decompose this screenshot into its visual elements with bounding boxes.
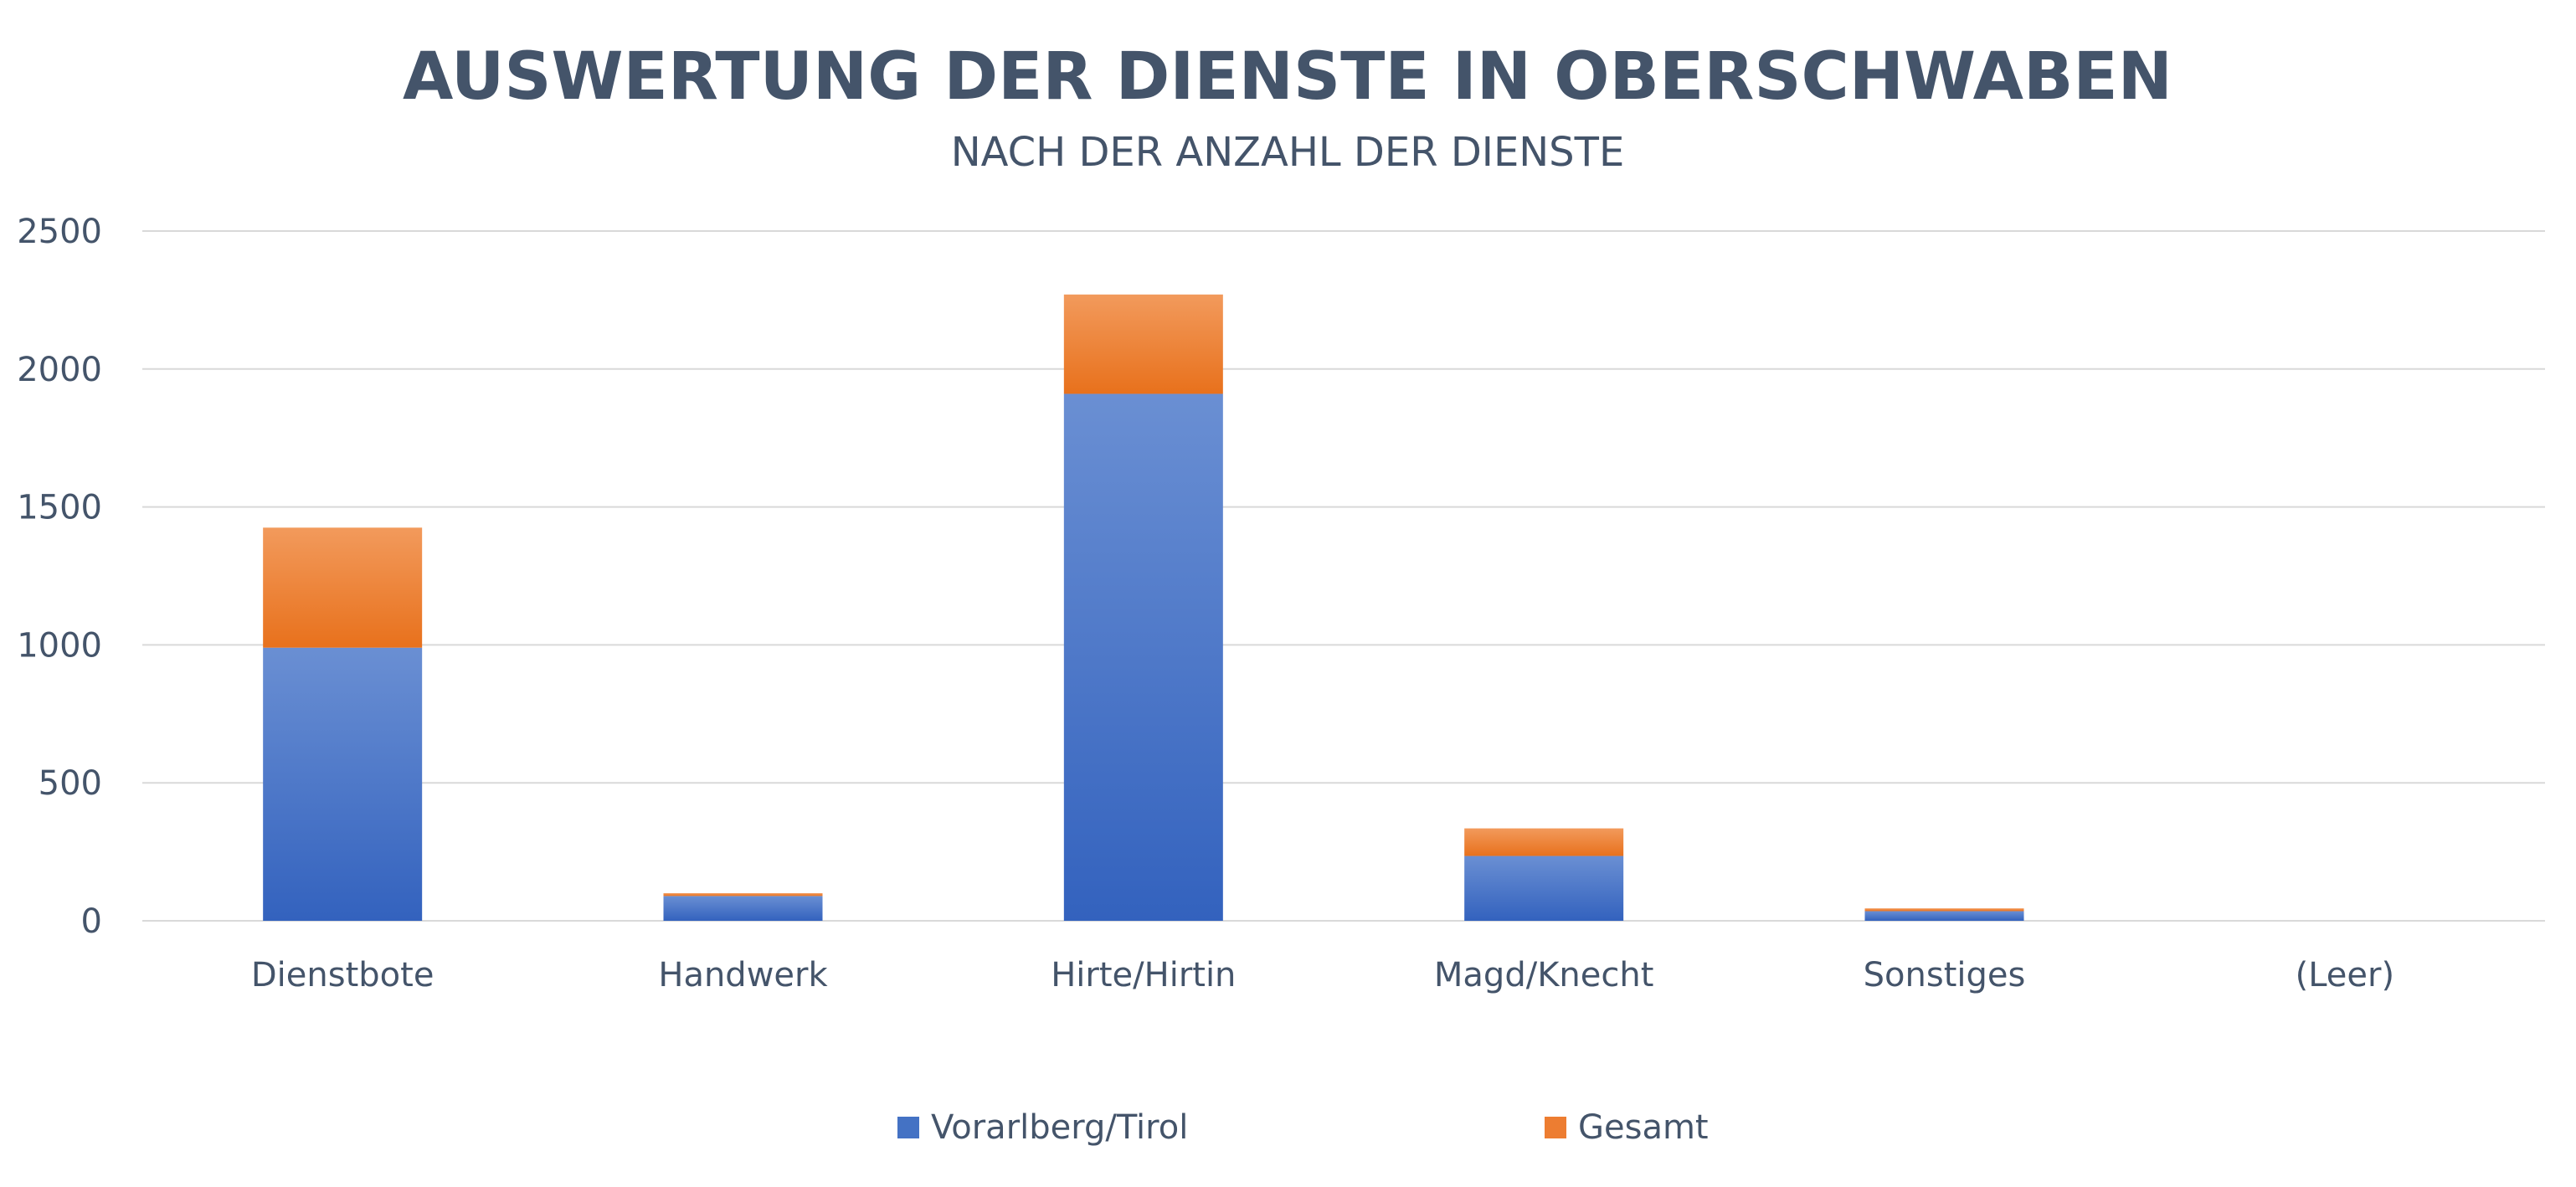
legend-label: Gesamt <box>1578 1108 1709 1147</box>
bar-segment-gesamt <box>263 527 423 648</box>
x-axis-ticks: Dienstbote Handwerk Hirte/Hirtin Magd/Knech… <box>251 956 2394 994</box>
legend-swatch <box>1545 1117 1566 1138</box>
y-tick-label: 500 <box>39 764 102 803</box>
bar-segment-gesamt <box>1864 908 2024 912</box>
bar-segment-gesamt <box>1063 294 1223 394</box>
y-tick-label: 1000 <box>17 626 102 665</box>
y-tick-label: 0 <box>81 902 102 941</box>
chart-subtitle: NACH DER ANZAHL DER DIENSTE <box>951 129 1625 176</box>
bar-segment-vorarlberg-tirol <box>663 896 823 921</box>
y-tick-label: 1500 <box>17 489 102 527</box>
bars <box>263 294 2024 921</box>
x-tick-label: Dienstbote <box>251 956 434 994</box>
x-tick-label: Hirte/Hirtin <box>1051 956 1236 994</box>
y-tick-label: 2500 <box>17 213 102 251</box>
y-tick-label: 2000 <box>17 351 102 389</box>
legend-label: Vorarlberg/Tirol <box>931 1108 1188 1147</box>
chart-title: AUSWERTUNG DER DIENSTE IN OBERSCHWABEN <box>403 39 2172 115</box>
gridlines <box>142 230 2545 922</box>
bar-segment-vorarlberg-tirol <box>1864 911 2024 921</box>
legend-swatch <box>897 1117 919 1138</box>
x-tick-label: Sonstiges <box>1864 956 2026 994</box>
bar-segment-gesamt <box>1464 828 1624 856</box>
bar-segment-vorarlberg-tirol <box>263 647 423 921</box>
bar-segment-gesamt <box>663 893 823 897</box>
x-tick-label: Magd/Knecht <box>1434 956 1654 994</box>
bar-segment-vorarlberg-tirol <box>1464 856 1624 921</box>
legend: Vorarlberg/Tirol Gesamt <box>897 1108 1709 1147</box>
x-tick-label: Handwerk <box>658 956 828 994</box>
bar-segment-vorarlberg-tirol <box>1063 393 1223 921</box>
x-tick-label: (Leer) <box>2296 956 2394 994</box>
y-axis-ticks: 0 500 1000 1500 2000 2500 <box>17 213 102 941</box>
